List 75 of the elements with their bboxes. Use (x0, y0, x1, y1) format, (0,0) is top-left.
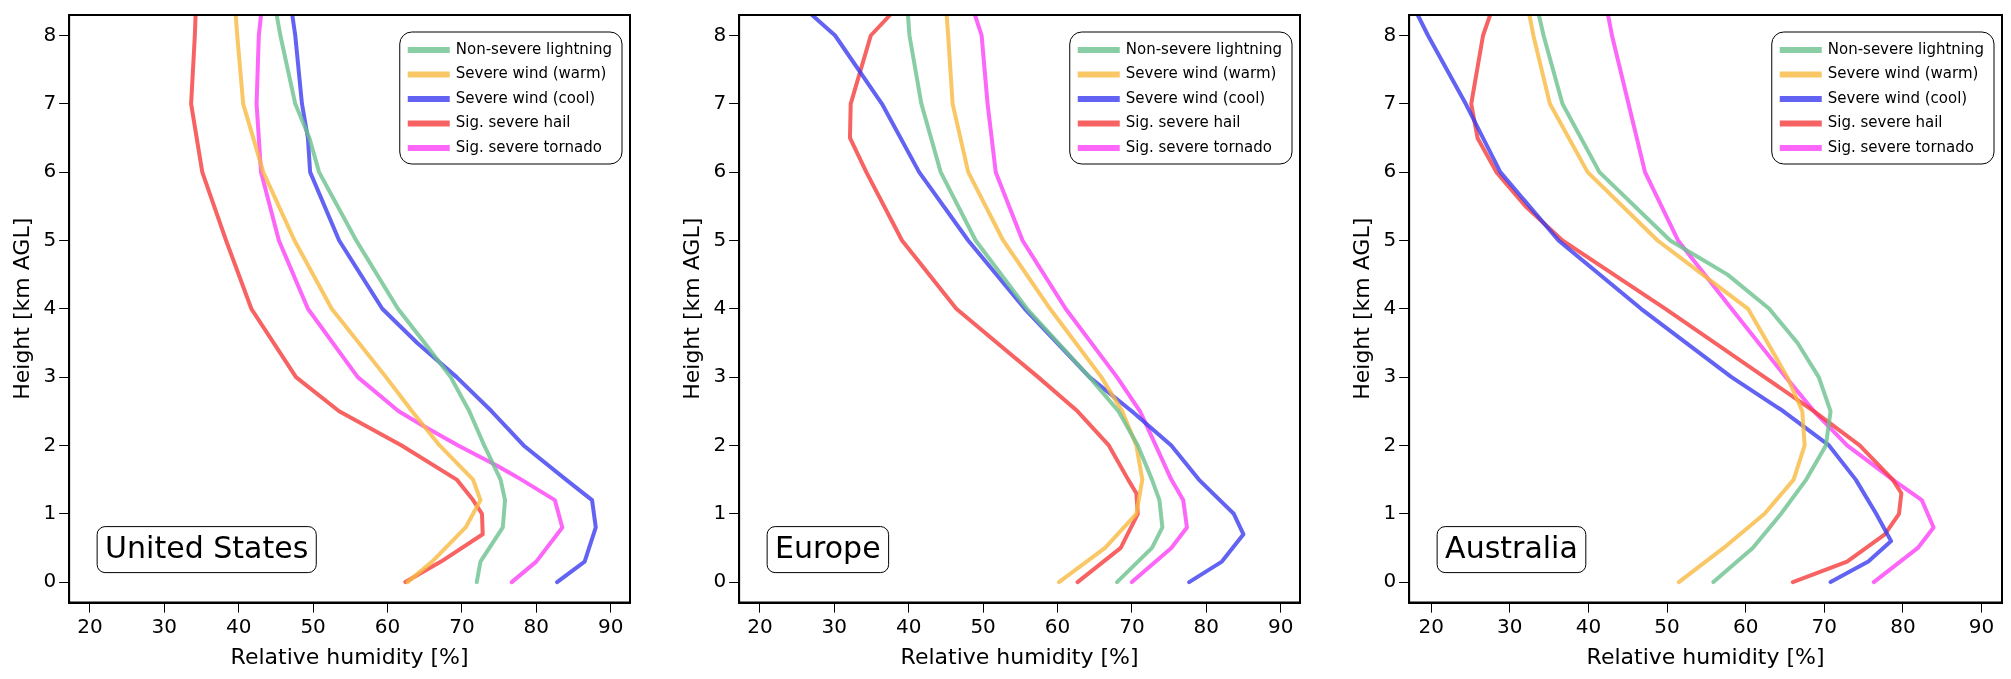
x-axis-title: Relative humidity [%] (230, 643, 469, 669)
legend-label: Non-severe lightning (455, 39, 612, 58)
x-tick-label: 50 (300, 613, 326, 638)
x-tick-label: 20 (77, 613, 103, 638)
x-tick-label: 40 (226, 613, 252, 638)
legend-label: Severe wind (warm) (1125, 64, 1277, 83)
y-tick-label: 7 (1383, 90, 1397, 115)
y-tick-label: 1 (713, 499, 727, 524)
x-tick-label: 70 (449, 613, 475, 638)
y-tick-label: 5 (1383, 226, 1397, 251)
legend-label: Severe wind (warm) (455, 64, 607, 83)
y-tick-label: 0 (1383, 568, 1397, 593)
legend-label: Severe wind (cool) (1125, 88, 1266, 107)
legend-label: Sig. severe tornado (1827, 137, 1974, 156)
legend-label: Non-severe lightning (1827, 39, 1984, 58)
x-axis-title: Relative humidity [%] (1586, 643, 1825, 669)
x-tick-label: 40 (896, 613, 922, 638)
y-tick-label: 4 (43, 295, 57, 319)
y-tick-label: 8 (1383, 21, 1397, 46)
x-tick-label: 80 (1193, 613, 1219, 638)
x-tick-label: 30 (1497, 613, 1523, 638)
x-tick-label: 70 (1119, 613, 1145, 638)
legend-label: Severe wind (warm) (1827, 64, 1979, 83)
x-tick-label: 50 (1654, 613, 1680, 638)
y-tick-label: 7 (713, 90, 727, 115)
annotation: United States (105, 530, 309, 566)
x-tick-label: 70 (1811, 613, 1838, 638)
y-tick-label: 2 (1383, 431, 1397, 456)
legend-label: Sig. severe tornado (1125, 137, 1272, 156)
legend-label: Sig. severe hail (1827, 113, 1943, 132)
x-tick-label: 60 (1044, 613, 1071, 638)
legend-label: Sig. severe hail (455, 113, 571, 132)
y-tick-label: 0 (43, 568, 57, 593)
y-axis-title: Height [km AGL] (1348, 217, 1374, 400)
y-axis-title: Height [km AGL] (8, 217, 34, 400)
annotation: Europe (775, 530, 881, 566)
y-tick-label: 2 (713, 431, 727, 456)
y-tick-label: 4 (713, 295, 727, 319)
y-tick-label: 5 (713, 226, 727, 251)
x-tick-label: 60 (1732, 613, 1759, 638)
legend-label: Severe wind (cool) (1827, 88, 1968, 107)
y-tick-label: 6 (43, 158, 57, 183)
y-tick-label: 2 (43, 431, 57, 456)
x-axis-title: Relative humidity [%] (900, 643, 1139, 669)
legend-label: Sig. severe tornado (455, 137, 602, 156)
y-tick-label: 1 (43, 499, 57, 524)
y-tick-label: 4 (1383, 295, 1397, 319)
x-tick-label: 20 (1418, 613, 1444, 638)
x-tick-label: 40 (1575, 613, 1602, 638)
x-tick-label: 80 (1890, 613, 1916, 638)
x-tick-label: 90 (597, 613, 624, 638)
y-tick-label: 6 (1383, 158, 1397, 183)
x-tick-label: 60 (374, 613, 401, 638)
y-axis-title: Height [km AGL] (678, 217, 704, 400)
legend-label: Severe wind (cool) (455, 88, 596, 107)
x-tick-label: 30 (151, 613, 178, 638)
y-tick-label: 3 (43, 363, 57, 388)
x-tick-label: 30 (821, 613, 848, 638)
y-tick-label: 8 (713, 21, 727, 46)
annotation: Australia (1445, 530, 1578, 566)
x-tick-label: 50 (970, 613, 996, 638)
legend-label: Non-severe lightning (1125, 39, 1282, 58)
x-tick-label: 90 (1267, 613, 1294, 638)
legend-label: Sig. severe hail (1125, 113, 1241, 132)
y-tick-label: 1 (1383, 499, 1397, 524)
y-tick-label: 6 (713, 158, 727, 183)
y-tick-label: 5 (43, 226, 57, 251)
y-tick-label: 3 (1383, 363, 1397, 388)
x-tick-label: 90 (1968, 613, 1995, 638)
y-tick-label: 3 (713, 363, 727, 388)
x-tick-label: 80 (523, 613, 549, 638)
y-tick-label: 0 (713, 568, 727, 593)
x-tick-label: 20 (747, 613, 773, 638)
y-tick-label: 7 (43, 90, 57, 115)
y-tick-label: 8 (43, 21, 57, 46)
